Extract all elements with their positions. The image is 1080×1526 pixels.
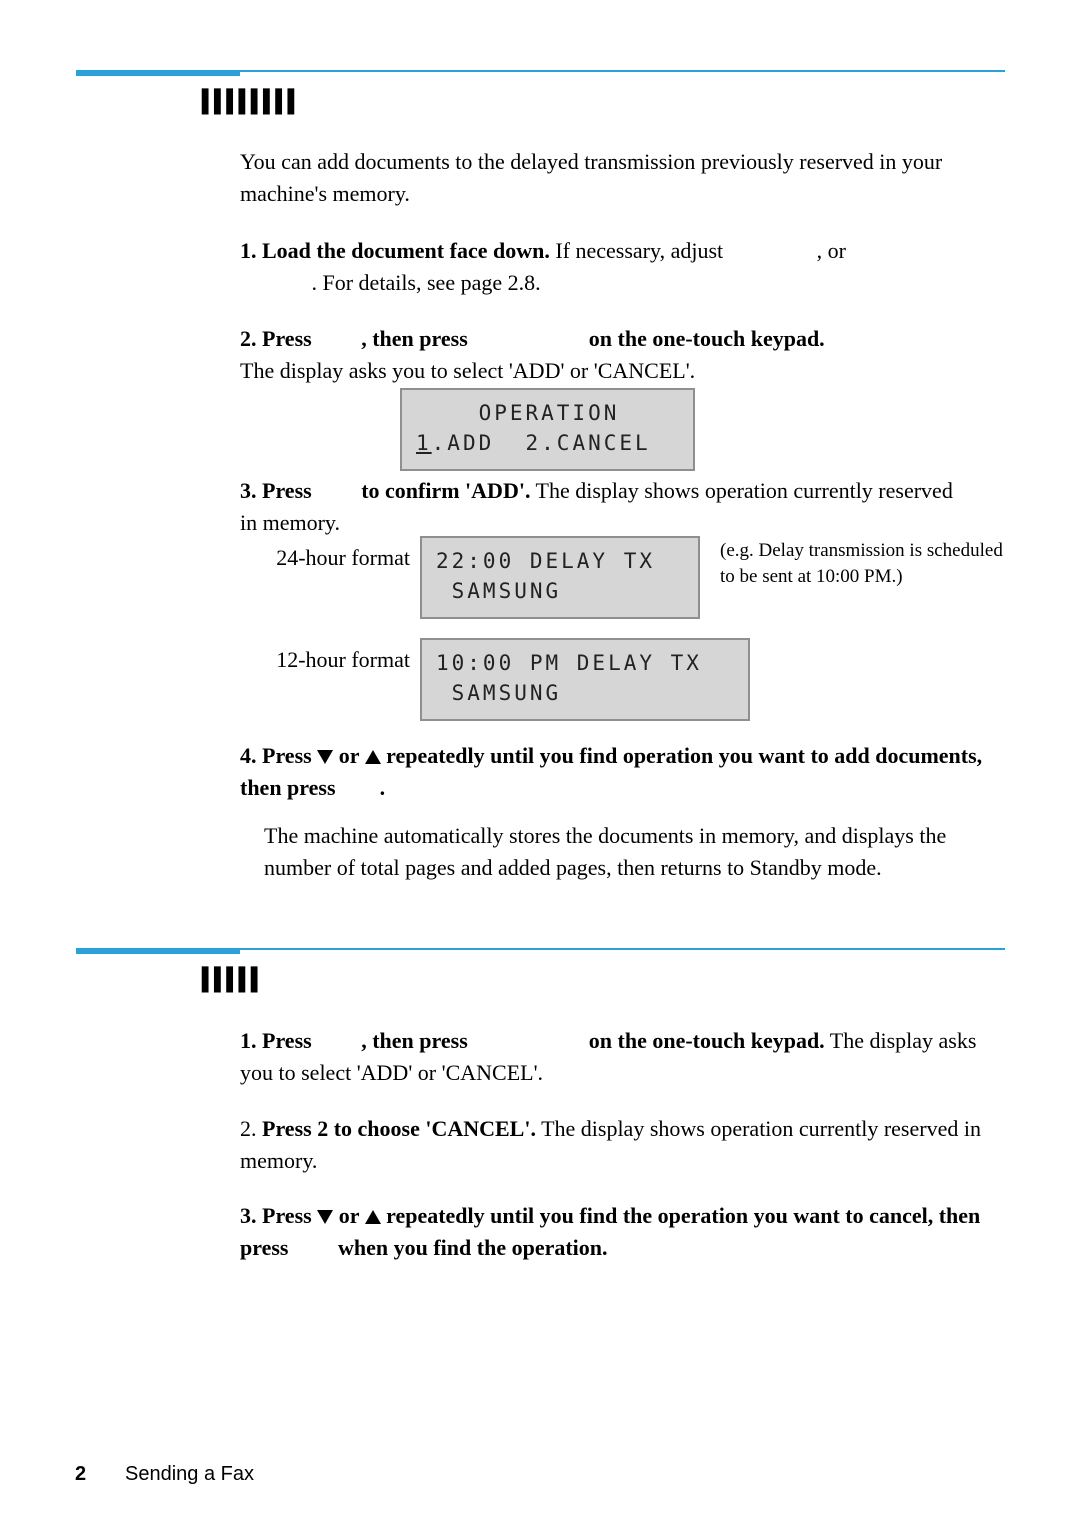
lcd-operation-line1: OPERATION <box>416 398 679 428</box>
s2-step-2-num: 2. <box>240 1116 262 1141</box>
lcd-operation: OPERATION 1.ADD 2.CANCEL <box>400 388 695 471</box>
intro-text: You can add documents to the delayed tra… <box>240 146 960 210</box>
lcd-24-hour: 22:00 DELAY TX SAMSUNG <box>420 536 700 619</box>
lcd-12-line2: SAMSUNG <box>436 678 734 708</box>
lcd-12-line1: 10:00 PM DELAY TX <box>436 648 734 678</box>
step-2-c: on the one-touch keypad. <box>589 326 825 351</box>
step-2-a: 2. Press <box>240 326 317 351</box>
step-4: 4. Press or repeatedly until you find op… <box>240 740 1010 804</box>
s2-step-3-d: when you find the operation. <box>338 1235 608 1260</box>
step-4-d: . <box>380 775 386 800</box>
footer-chapter: Sending a Fax <box>125 1463 254 1485</box>
step-1-rest-a: If necessary, adjust <box>550 238 729 263</box>
label-24-hour: 24-hour format <box>255 545 410 571</box>
section-heading-1: ▌▌▌▌▌▌▌▌ <box>202 90 300 115</box>
lcd-24-line2: SAMSUNG <box>436 576 684 606</box>
step-1-line2: . For details, see page 2.8. <box>312 270 541 295</box>
s2-step-3: 3. Press or repeatedly until you find th… <box>240 1200 1005 1264</box>
step-2-line2: The display asks you to select 'ADD' or … <box>240 358 695 383</box>
s2-step-2-bold: Press 2 to choose 'CANCEL'. <box>262 1116 536 1141</box>
s2-step-1: 1. Press , then press on the one-touch k… <box>240 1025 1005 1089</box>
page: ▌▌▌▌▌▌▌▌ You can add documents to the de… <box>0 0 1080 1526</box>
step-1-bold: 1. Load the document face down. <box>240 238 550 263</box>
s2-step-1-a: 1. Press <box>240 1028 317 1053</box>
footer: 2 Sending a Fax <box>75 1463 254 1486</box>
step-4-b: or <box>333 743 364 768</box>
s2-step-3-b: or <box>333 1203 364 1228</box>
s2-step-2: 2. Press 2 to choose 'CANCEL'. The displ… <box>240 1113 1005 1177</box>
s2-step-1-c: on the one-touch keypad. <box>589 1028 825 1053</box>
step-3-b: to confirm 'ADD'. <box>361 478 530 503</box>
triangle-down-icon <box>317 1210 333 1224</box>
footer-page-num: 2 <box>75 1463 86 1485</box>
section-heading-2: ▌▌▌▌▌ <box>202 968 263 993</box>
step-3-a: 3. Press <box>240 478 317 503</box>
lcd-24-line1: 22:00 DELAY TX <box>436 546 684 576</box>
rule-thin-2 <box>240 948 1005 950</box>
label-12-hour: 12-hour format <box>255 647 410 673</box>
step-2: 2. Press , then press on the one-touch k… <box>240 323 1005 387</box>
lcd-operation-line2: 1.ADD 2.CANCEL <box>416 428 679 458</box>
triangle-down-icon <box>317 750 333 764</box>
step-1: 1. Load the document face down. If neces… <box>240 235 1005 299</box>
rule-thick-left-2 <box>76 948 240 954</box>
triangle-up-icon <box>365 750 381 764</box>
step-3: 3. Press to confirm 'ADD'. The display s… <box>240 475 960 539</box>
step-1-rest-b: , or <box>811 238 846 263</box>
rule-thin-1 <box>240 70 1005 72</box>
step-2-b: , then press <box>361 326 473 351</box>
note-24-hour: (e.g. Delay transmission is scheduled to… <box>720 538 1010 589</box>
s2-step-1-b: , then press <box>361 1028 473 1053</box>
step-4-a: 4. Press <box>240 743 317 768</box>
step-4-para: The machine automatically stores the doc… <box>264 820 1004 884</box>
s2-step-3-a: 3. Press <box>240 1203 317 1228</box>
lcd-12-hour: 10:00 PM DELAY TX SAMSUNG <box>420 638 750 721</box>
rule-thick-left-1 <box>76 70 240 76</box>
triangle-up-icon <box>365 1210 381 1224</box>
